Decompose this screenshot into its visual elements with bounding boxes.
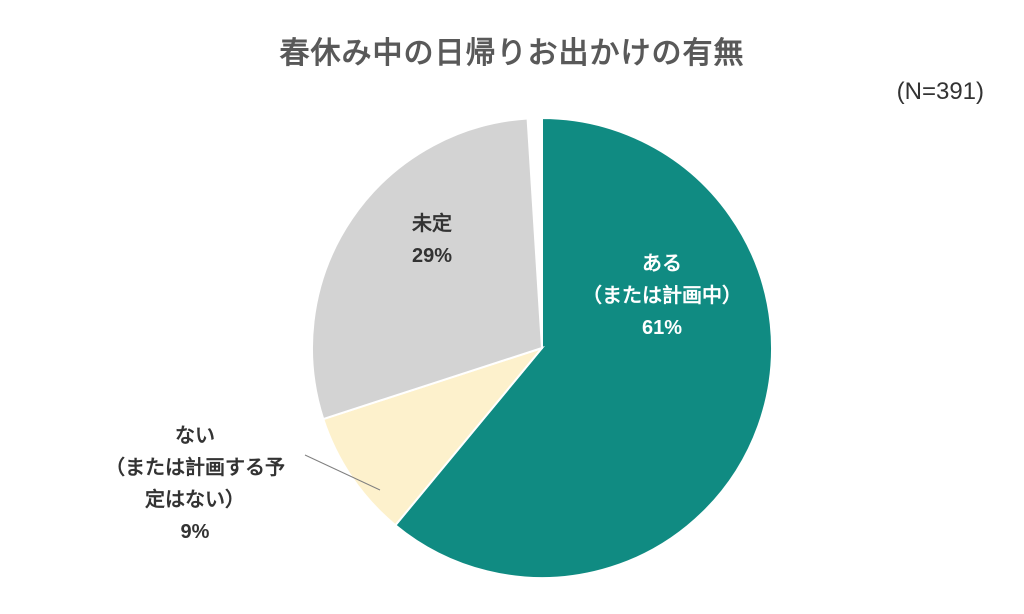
pie-svg [312, 118, 772, 578]
slice-undecided-percent: 29% [412, 245, 452, 267]
slice-yes-line2: （または計画中） [582, 285, 742, 307]
slice-yes-percent: 61% [642, 317, 682, 339]
slice-no-percent: 9% [181, 521, 210, 543]
chart-container: 春休み中の日帰りお出かけの有無 (N=391) ある （または計画中） 61% … [0, 0, 1024, 614]
slice-no-line1: ない [175, 425, 215, 447]
chart-title: 春休み中の日帰りお出かけの有無 [0, 28, 1024, 72]
slice-label-yes: ある （または計画中） 61% [572, 248, 752, 344]
sample-size-label: (N=391) [897, 78, 984, 106]
slice-undecided-line1: 未定 [412, 213, 452, 235]
slice-no-line2: （または計画する予 [105, 457, 285, 479]
slice-label-no: ない （または計画する予 定はない） 9% [80, 420, 310, 548]
pie-chart: ある （または計画中） 61% 未定 29% [312, 118, 772, 578]
slice-no-line3: 定はない） [145, 489, 245, 511]
slice-yes-line1: ある [642, 253, 682, 275]
slice-label-undecided: 未定 29% [372, 208, 492, 272]
